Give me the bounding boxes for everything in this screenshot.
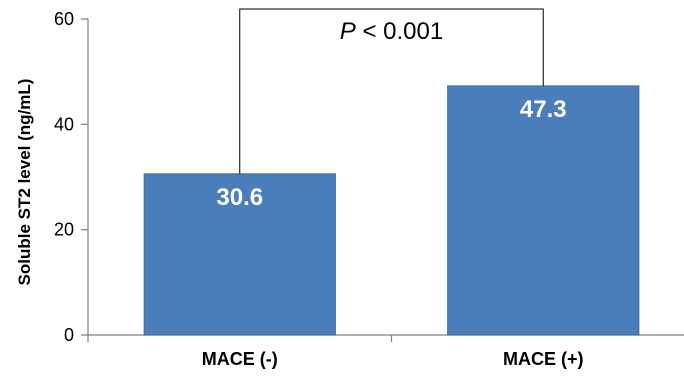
bar [447,85,640,336]
p-value-text: < 0.001 [356,18,443,45]
bars: 30.6 47.3 [143,85,640,336]
y-axis-title: Soluble ST2 level (ng/mL) [15,79,34,286]
bracket-line [239,8,544,174]
data-label: 47.3 [520,96,567,123]
y-tick-label: 0 [64,325,74,345]
data-label: 30.6 [216,184,263,211]
y-ticks: 0 20 40 60 [54,9,88,345]
bar [143,173,336,336]
category-label: MACE (+) [503,349,584,369]
category-label: MACE (-) [202,349,278,369]
y-tick-label: 60 [54,9,74,29]
significance-bracket: P < 0.001 [239,8,544,174]
p-symbol: P [340,18,356,45]
p-value-annotation: P < 0.001 [340,18,443,45]
y-tick-label: 20 [54,220,74,240]
category-labels: MACE (-) MACE (+) [87,335,584,369]
y-tick-label: 40 [54,114,74,134]
